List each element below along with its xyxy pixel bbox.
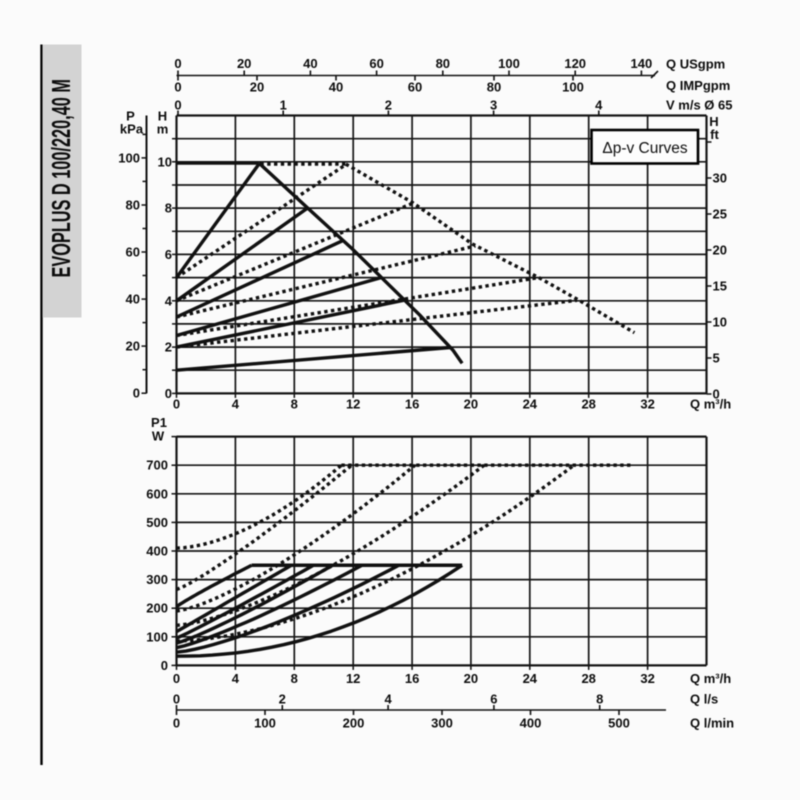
svg-text:4: 4 — [232, 397, 240, 412]
svg-text:V m/s Ø 65: V m/s Ø 65 — [666, 98, 732, 113]
svg-text:28: 28 — [581, 671, 595, 686]
svg-text:20: 20 — [464, 671, 478, 686]
svg-text:H: H — [158, 109, 167, 124]
svg-text:28: 28 — [581, 397, 595, 412]
svg-text:32: 32 — [640, 671, 654, 686]
svg-text:40: 40 — [329, 80, 343, 95]
svg-text:0: 0 — [161, 658, 168, 673]
svg-text:0: 0 — [174, 80, 181, 95]
svg-text:100: 100 — [146, 629, 168, 644]
svg-text:20: 20 — [250, 80, 264, 95]
svg-text:0: 0 — [173, 716, 180, 731]
svg-text:140: 140 — [631, 56, 653, 71]
svg-text:500: 500 — [608, 716, 630, 731]
svg-text:20: 20 — [237, 56, 251, 71]
svg-text:80: 80 — [487, 80, 501, 95]
svg-text:4: 4 — [384, 692, 392, 707]
svg-text:5: 5 — [713, 351, 720, 366]
svg-text:6: 6 — [165, 247, 172, 262]
svg-text:400: 400 — [146, 544, 168, 559]
svg-text:30: 30 — [713, 171, 727, 186]
svg-text:8: 8 — [596, 692, 603, 707]
svg-text:m: m — [157, 122, 169, 137]
svg-text:400: 400 — [520, 716, 542, 731]
svg-text:0: 0 — [713, 387, 720, 402]
svg-text:300: 300 — [146, 572, 168, 587]
svg-text:20: 20 — [126, 339, 140, 354]
svg-text:100: 100 — [562, 80, 584, 95]
svg-text:H: H — [709, 114, 718, 129]
svg-text:40: 40 — [126, 292, 140, 307]
svg-text:3: 3 — [490, 98, 497, 113]
svg-text:15: 15 — [713, 279, 727, 294]
svg-text:0: 0 — [165, 386, 172, 401]
svg-text:Q l/min: Q l/min — [690, 716, 734, 731]
svg-text:0: 0 — [173, 692, 180, 707]
svg-text:10: 10 — [713, 315, 727, 330]
svg-text:8: 8 — [291, 397, 298, 412]
svg-text:12: 12 — [346, 397, 360, 412]
svg-text:0: 0 — [173, 671, 180, 686]
svg-text:10: 10 — [158, 154, 172, 169]
svg-text:4: 4 — [595, 98, 603, 113]
svg-text:20: 20 — [713, 243, 727, 258]
svg-text:40: 40 — [303, 56, 317, 71]
svg-text:24: 24 — [523, 397, 538, 412]
svg-text:6: 6 — [490, 692, 497, 707]
svg-text:300: 300 — [431, 716, 453, 731]
svg-text:4: 4 — [232, 671, 240, 686]
svg-text:2: 2 — [385, 98, 392, 113]
svg-text:20: 20 — [464, 397, 478, 412]
svg-text:16: 16 — [405, 397, 419, 412]
svg-text:60: 60 — [126, 245, 140, 260]
svg-text:700: 700 — [146, 458, 168, 473]
svg-text:kPa: kPa — [120, 122, 144, 137]
svg-text:16: 16 — [405, 671, 419, 686]
svg-text:P1: P1 — [151, 415, 167, 430]
svg-text:32: 32 — [640, 397, 654, 412]
svg-text:60: 60 — [408, 80, 422, 95]
svg-text:25: 25 — [713, 207, 727, 222]
svg-text:2: 2 — [279, 692, 286, 707]
svg-text:Q l/s: Q l/s — [690, 692, 718, 707]
svg-text:200: 200 — [343, 716, 365, 731]
svg-text:P: P — [126, 109, 135, 124]
svg-text:600: 600 — [146, 486, 168, 501]
svg-text:Q m³/h: Q m³/h — [690, 671, 731, 686]
svg-text:500: 500 — [146, 515, 168, 530]
svg-text:100: 100 — [254, 716, 276, 731]
svg-text:8: 8 — [291, 671, 298, 686]
svg-text:1: 1 — [280, 98, 287, 113]
svg-text:0: 0 — [173, 397, 180, 412]
svg-text:Q IMPgpm: Q IMPgpm — [666, 78, 730, 93]
svg-text:ft: ft — [710, 127, 719, 142]
svg-text:W: W — [152, 429, 165, 444]
svg-text:8: 8 — [165, 201, 172, 216]
svg-text:0: 0 — [174, 98, 181, 113]
svg-text:100: 100 — [498, 56, 520, 71]
svg-text:0: 0 — [133, 386, 140, 401]
svg-text:4: 4 — [165, 293, 173, 308]
svg-text:Q m³/h: Q m³/h — [690, 397, 731, 412]
svg-text:200: 200 — [146, 601, 168, 616]
svg-text:24: 24 — [523, 671, 538, 686]
svg-text:120: 120 — [564, 56, 586, 71]
svg-text:Δp-v Curves: Δp-v Curves — [602, 140, 688, 157]
svg-text:80: 80 — [126, 198, 140, 213]
svg-text:Q USgpm: Q USgpm — [666, 57, 725, 72]
svg-text:12: 12 — [346, 671, 360, 686]
svg-text:EVOPLUS D 100/220,40 M: EVOPLUS D 100/220,40 M — [48, 79, 77, 277]
svg-text:100: 100 — [118, 150, 140, 165]
svg-text:80: 80 — [436, 56, 450, 71]
svg-text:2: 2 — [165, 340, 172, 355]
svg-text:0: 0 — [174, 56, 181, 71]
svg-text:60: 60 — [369, 56, 383, 71]
